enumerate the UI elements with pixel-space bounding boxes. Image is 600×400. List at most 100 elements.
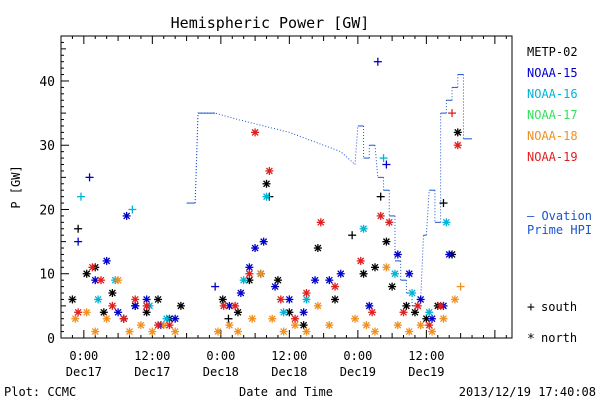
north-label: north bbox=[541, 331, 577, 345]
ovation-prime-hpi-line bbox=[186, 74, 473, 307]
noaa-19-point bbox=[448, 109, 457, 118]
south-label: south bbox=[541, 300, 577, 314]
noaa-18-point bbox=[313, 301, 322, 310]
noaa-16-point bbox=[442, 218, 451, 227]
noaa-19-point bbox=[245, 269, 254, 278]
x-tick-label-date: Dec17 bbox=[134, 365, 170, 379]
noaa-18-point bbox=[393, 321, 402, 330]
data-marks bbox=[68, 57, 465, 336]
noaa-15-point bbox=[211, 282, 220, 291]
noaa-15-point bbox=[285, 295, 294, 304]
noaa-19-point bbox=[376, 211, 385, 220]
noaa-18-point bbox=[456, 282, 465, 291]
noaa-15-point bbox=[382, 160, 391, 169]
x-axis: 0:00 Dec17 12:00 Dec17 0:00 Dec18 12:00 Dec18 0:… bbox=[60, 36, 507, 379]
noaa-15-point bbox=[102, 256, 111, 265]
plot-frame bbox=[60, 35, 513, 339]
noaa-19-point bbox=[219, 301, 228, 310]
metp-02-point bbox=[224, 314, 233, 323]
noaa-19-point bbox=[119, 314, 128, 323]
legend-noaa-17: NOAA-17 bbox=[527, 108, 578, 122]
noaa-15-point bbox=[311, 276, 320, 285]
x-tick-label-time: 12:00 bbox=[271, 349, 307, 363]
ovation-legend-label-2: Prime HPI bbox=[527, 223, 592, 237]
noaa-18-point bbox=[248, 314, 257, 323]
noaa-19-point bbox=[331, 282, 340, 291]
noaa-18-point bbox=[291, 321, 300, 330]
metp-02-point bbox=[299, 321, 308, 330]
metp-02-point bbox=[68, 295, 77, 304]
y-tick-label: 40 bbox=[39, 75, 55, 90]
legend-noaa-15: NOAA-15 bbox=[527, 66, 578, 80]
metp-02-point bbox=[388, 282, 397, 291]
noaa-19-point bbox=[88, 263, 97, 272]
noaa-18-point bbox=[148, 327, 157, 336]
noaa-19-point bbox=[142, 301, 151, 310]
noaa-19-point bbox=[231, 301, 240, 310]
metp-02-point bbox=[99, 308, 108, 317]
noaa-16-point bbox=[262, 192, 271, 201]
noaa-18-point bbox=[325, 321, 334, 330]
metp-02-point bbox=[233, 308, 242, 317]
y-tick-label: 20 bbox=[39, 203, 55, 218]
noaa-18-point bbox=[351, 314, 360, 323]
noaa-19-point bbox=[96, 276, 105, 285]
noaa-16-point bbox=[425, 308, 434, 317]
noaa-18-point bbox=[362, 321, 371, 330]
x-tick-label-date: Dec17 bbox=[66, 365, 102, 379]
noaa-19-point bbox=[436, 301, 445, 310]
y-axis-label: P [GW] bbox=[9, 165, 23, 208]
metp-02-point bbox=[74, 224, 83, 233]
noaa-19-point bbox=[316, 218, 325, 227]
noaa-15-point bbox=[74, 237, 83, 246]
legend-noaa-18: NOAA-18 bbox=[527, 129, 578, 143]
metp-02-point bbox=[176, 301, 185, 310]
noaa-15-point bbox=[325, 276, 334, 285]
noaa-18-point bbox=[256, 269, 265, 278]
x-tick-label-date: Dec18 bbox=[271, 365, 307, 379]
metp-02-point bbox=[453, 128, 462, 137]
noaa-16-point bbox=[94, 295, 103, 304]
x-tick-label-time: 0:00 bbox=[69, 349, 98, 363]
noaa-19-point bbox=[131, 295, 140, 304]
x-tick-label-time: 12:00 bbox=[408, 349, 444, 363]
noaa-18-point bbox=[233, 327, 242, 336]
y-axis: 0 10 20 30 40 bbox=[39, 35, 69, 347]
noaa-19-point bbox=[302, 289, 311, 298]
y-tick-label: 30 bbox=[39, 139, 55, 154]
metp-02-point bbox=[359, 269, 368, 278]
noaa-16-point bbox=[128, 205, 137, 214]
ovation-legend: – Ovation Prime HPI bbox=[527, 209, 592, 237]
metp-02-point bbox=[218, 295, 227, 304]
y-tick-label: 10 bbox=[39, 268, 55, 283]
plot-credit: Plot: CCMC bbox=[4, 385, 76, 399]
plot-timestamp: 2013/12/19 17:40:08 bbox=[459, 385, 596, 399]
metp-02-point bbox=[262, 179, 271, 188]
metp-02-point bbox=[370, 263, 379, 272]
metp-02-point bbox=[376, 192, 385, 201]
noaa-19-point bbox=[356, 256, 365, 265]
noaa-18-point bbox=[405, 327, 414, 336]
noaa-18-point bbox=[82, 308, 91, 317]
noaa-15-point bbox=[251, 244, 260, 253]
metp-02-point bbox=[402, 301, 411, 310]
noaa-15-point bbox=[271, 282, 280, 291]
x-tick-label-date: Dec18 bbox=[203, 365, 239, 379]
noaa-16-point bbox=[390, 269, 399, 278]
noaa-15-point bbox=[428, 314, 437, 323]
metp-02-point bbox=[108, 289, 117, 298]
noaa-15-point bbox=[85, 173, 94, 182]
noaa-18-point bbox=[71, 314, 80, 323]
noaa-18-point bbox=[91, 327, 100, 336]
noaa-15-point bbox=[225, 301, 234, 310]
noaa-15-point bbox=[122, 211, 131, 220]
noaa-18-point bbox=[370, 327, 379, 336]
noaa-15-point bbox=[236, 289, 245, 298]
noaa-18-point bbox=[125, 327, 134, 336]
noaa-18-point bbox=[102, 314, 111, 323]
noaa-18-point bbox=[382, 263, 391, 272]
noaa-15-point bbox=[365, 301, 374, 310]
hemisphere-legend: + south * north bbox=[527, 300, 577, 347]
